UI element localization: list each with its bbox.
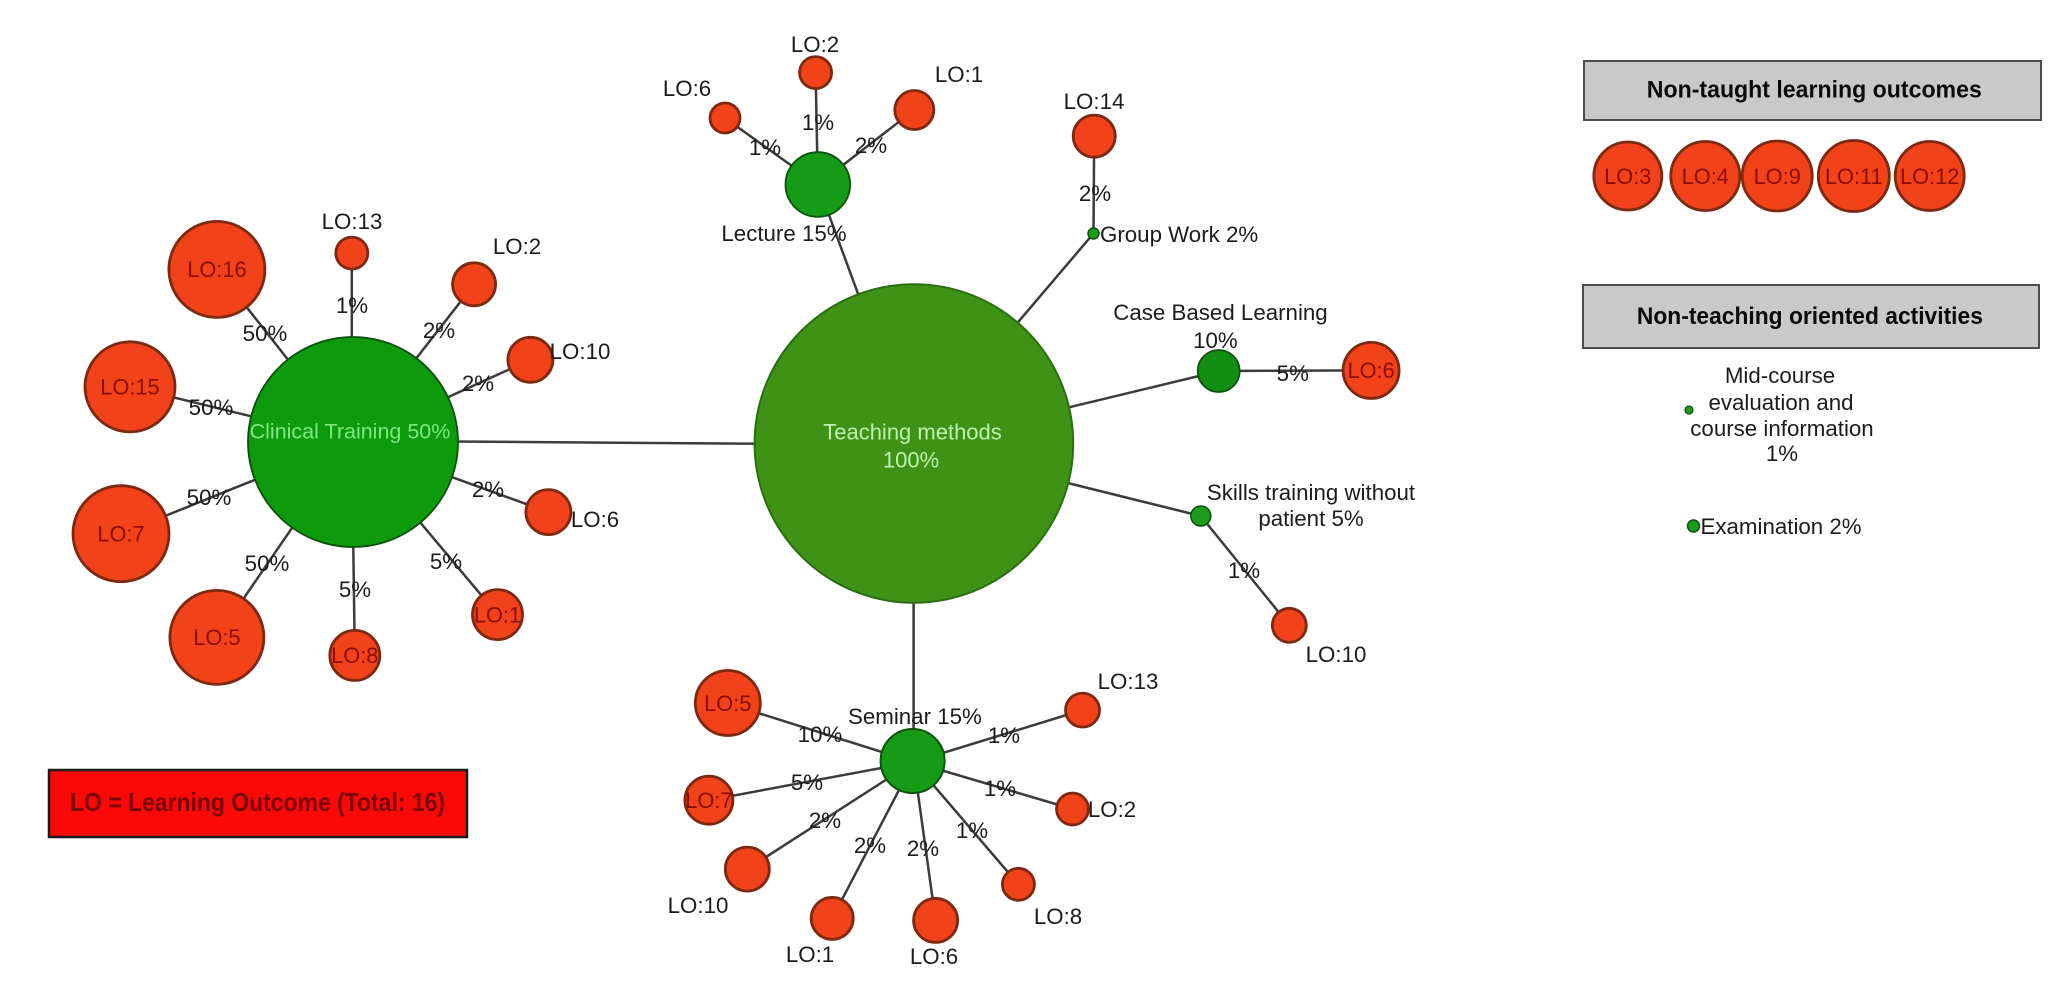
- svg-text:5%: 5%: [430, 549, 462, 574]
- svg-text:Mid-course: Mid-course: [1725, 363, 1835, 388]
- svg-text:LO:2: LO:2: [1088, 797, 1136, 822]
- svg-text:1%: 1%: [988, 723, 1020, 748]
- svg-text:LO:15: LO:15: [100, 375, 159, 400]
- svg-text:Skills training without: Skills training without: [1207, 480, 1416, 505]
- svg-text:LO:6: LO:6: [663, 76, 711, 101]
- svg-text:LO:1: LO:1: [935, 62, 983, 87]
- svg-text:10%: 10%: [1193, 328, 1238, 353]
- svg-text:LO:16: LO:16: [187, 257, 246, 282]
- svg-text:1%: 1%: [1228, 558, 1260, 583]
- svg-text:LO:10: LO:10: [550, 339, 611, 364]
- svg-text:LO:9: LO:9: [1754, 164, 1801, 189]
- svg-text:1%: 1%: [984, 776, 1016, 801]
- svg-text:50%: 50%: [245, 551, 290, 576]
- svg-text:LO:13: LO:13: [1098, 669, 1159, 694]
- svg-text:2%: 2%: [855, 133, 887, 158]
- svg-text:1%: 1%: [956, 818, 988, 843]
- svg-text:Non-teaching oriented activiti: Non-teaching oriented activities: [1637, 303, 1983, 330]
- svg-text:2%: 2%: [462, 371, 494, 396]
- svg-text:LO:12: LO:12: [1900, 164, 1959, 189]
- svg-text:50%: 50%: [187, 485, 232, 510]
- svg-text:LO:5: LO:5: [704, 691, 751, 716]
- svg-text:Lecture 15%: Lecture 15%: [721, 221, 846, 246]
- svg-text:LO:10: LO:10: [1306, 642, 1367, 667]
- svg-text:5%: 5%: [1277, 361, 1309, 386]
- svg-text:2%: 2%: [423, 318, 455, 343]
- svg-text:LO:8: LO:8: [1034, 904, 1082, 929]
- svg-text:LO:8: LO:8: [331, 643, 378, 668]
- svg-text:100%: 100%: [883, 448, 939, 473]
- svg-text:LO:3: LO:3: [1604, 164, 1651, 189]
- svg-text:2%: 2%: [854, 833, 886, 858]
- svg-text:50%: 50%: [189, 395, 234, 420]
- svg-text:patient 5%: patient 5%: [1258, 506, 1364, 531]
- svg-text:10%: 10%: [798, 722, 843, 747]
- svg-text:Group Work 2%: Group Work 2%: [1100, 222, 1258, 247]
- svg-text:LO:13: LO:13: [322, 209, 383, 234]
- svg-text:Examination 2%: Examination 2%: [1701, 514, 1862, 539]
- svg-text:1%: 1%: [802, 110, 834, 135]
- svg-text:1%: 1%: [1766, 441, 1798, 466]
- svg-text:LO:5: LO:5: [193, 625, 240, 650]
- svg-text:LO:1: LO:1: [474, 602, 521, 627]
- svg-text:LO:7: LO:7: [685, 788, 732, 813]
- svg-text:2%: 2%: [1079, 181, 1111, 206]
- svg-text:50%: 50%: [243, 321, 288, 346]
- svg-text:LO:2: LO:2: [493, 234, 541, 259]
- svg-text:Teaching methods: Teaching methods: [823, 420, 1002, 445]
- svg-text:LO:14: LO:14: [1064, 89, 1125, 114]
- svg-text:LO = Learning Outcome (Total:: LO = Learning Outcome (Total: 16): [70, 787, 445, 817]
- svg-text:LO:1: LO:1: [786, 942, 834, 967]
- svg-text:LO:2: LO:2: [791, 32, 839, 57]
- svg-text:course information: course information: [1690, 416, 1873, 441]
- svg-text:LO:7: LO:7: [97, 522, 144, 547]
- svg-text:Seminar 15%: Seminar 15%: [848, 704, 982, 729]
- svg-text:Non-taught learning outcomes: Non-taught learning outcomes: [1647, 77, 1982, 104]
- svg-text:1%: 1%: [336, 293, 368, 318]
- svg-text:5%: 5%: [339, 577, 371, 602]
- svg-text:2%: 2%: [472, 477, 504, 502]
- svg-text:LO:6: LO:6: [910, 944, 958, 969]
- svg-text:LO:11: LO:11: [1825, 164, 1883, 189]
- svg-text:evaluation and: evaluation and: [1708, 390, 1853, 415]
- svg-text:2%: 2%: [907, 836, 939, 861]
- svg-text:LO:6: LO:6: [571, 507, 619, 532]
- svg-text:Case Based Learning: Case Based Learning: [1113, 300, 1327, 325]
- svg-text:Clinical Training 50%: Clinical Training 50%: [250, 420, 451, 444]
- svg-text:1%: 1%: [749, 135, 781, 160]
- svg-text:LO:4: LO:4: [1682, 164, 1729, 189]
- svg-text:2%: 2%: [809, 808, 841, 833]
- svg-text:LO:10: LO:10: [668, 893, 729, 918]
- svg-text:5%: 5%: [791, 770, 823, 795]
- svg-text:LO:6: LO:6: [1347, 358, 1394, 383]
